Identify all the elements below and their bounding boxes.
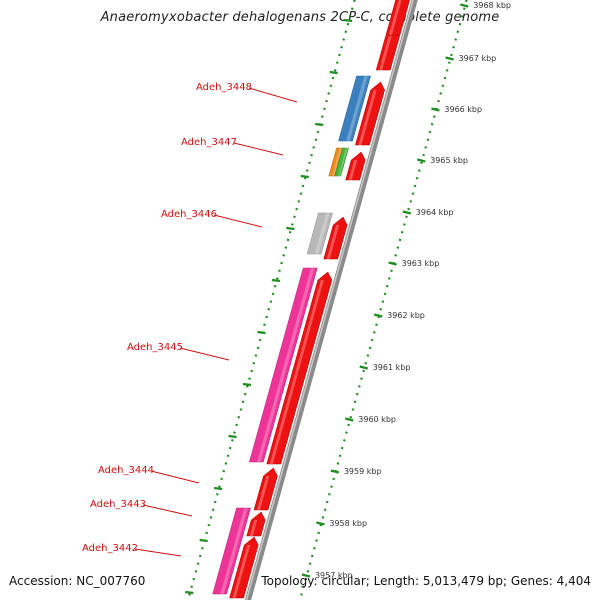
gene-label-adeh-3444[interactable]: Adeh_3444 bbox=[98, 465, 154, 476]
feature-block-shine bbox=[220, 508, 248, 594]
left-minor-tick bbox=[199, 538, 208, 543]
gene-label-adeh-3445[interactable]: Adeh_3445 bbox=[127, 342, 183, 353]
gene-leader-line bbox=[142, 504, 193, 517]
left-minor-tick bbox=[271, 278, 281, 283]
feature-block-shine bbox=[257, 268, 315, 462]
gene-leader-line bbox=[179, 347, 230, 361]
kbp-label-3963: 3963 kbp bbox=[402, 259, 440, 268]
kbp-ruler: 3957 kbp 3958 kbp 3959 kbp 3960 kbp 3961… bbox=[185, 1, 511, 595]
left-minor-tick bbox=[300, 174, 309, 179]
feature-block bbox=[249, 267, 318, 463]
feature-block-shine bbox=[338, 148, 348, 176]
kbp-label-3968: 3968 kbp bbox=[473, 1, 511, 10]
feature-block-shine bbox=[314, 213, 330, 254]
left-minor-tick bbox=[329, 70, 338, 75]
gene-leader-line bbox=[248, 87, 298, 103]
kbp-label-3965: 3965 kbp bbox=[430, 156, 468, 165]
kbp-label-3958: 3958 kbp bbox=[329, 519, 367, 528]
gene-leader-line bbox=[134, 548, 182, 557]
feature-block bbox=[334, 147, 349, 177]
ruler-tick bbox=[459, 3, 469, 8]
ruler-tick bbox=[445, 56, 454, 61]
left-minor-tick bbox=[257, 330, 266, 335]
kbp-label-3959: 3959 kbp bbox=[344, 467, 382, 476]
left-minor-tick bbox=[315, 122, 324, 127]
ruler-tick bbox=[316, 521, 325, 526]
cds-arrow-shine bbox=[257, 476, 270, 510]
gene-label-adeh-3442[interactable]: Adeh_3442 bbox=[82, 543, 138, 554]
left-minor-tick bbox=[213, 486, 223, 491]
cds-arrow-shine bbox=[358, 90, 377, 145]
ruler-tick bbox=[301, 573, 311, 578]
ruler-tick bbox=[416, 158, 426, 163]
feature-block-shine bbox=[332, 148, 342, 176]
cds-arrow-shine bbox=[379, 36, 392, 70]
ruler-tick bbox=[359, 365, 369, 370]
feature-block bbox=[306, 212, 333, 255]
kbp-label-3964: 3964 kbp bbox=[416, 208, 454, 217]
genome-backbone bbox=[244, 0, 418, 600]
ruler-tick bbox=[373, 313, 383, 318]
gene-leader-line bbox=[213, 214, 263, 228]
gene-leader-line bbox=[233, 142, 284, 156]
cds-arrow-shine bbox=[388, 0, 402, 35]
gene-label-adeh-3446[interactable]: Adeh_3446 bbox=[161, 209, 217, 220]
kbp-label-3966: 3966 kbp bbox=[444, 105, 482, 114]
kbp-label-3960: 3960 kbp bbox=[358, 415, 396, 424]
gene-labels: Adeh_3442 Adeh_3443 Adeh_3444 Adeh_3445 … bbox=[82, 82, 298, 557]
left-minor-tick bbox=[286, 226, 295, 231]
topology-text: Topology: circular; Length: 5,013,479 bp… bbox=[261, 574, 591, 588]
accession-text: Accession: NC_007760 bbox=[9, 574, 146, 588]
kbp-label-3967: 3967 kbp bbox=[459, 54, 497, 63]
cds-arrow-shine bbox=[348, 160, 358, 180]
cds-arrow-shine bbox=[232, 545, 251, 598]
cds-arrow-shine bbox=[326, 225, 340, 259]
left-minor-tick bbox=[343, 18, 353, 23]
cds-arrow-shine bbox=[249, 520, 258, 536]
gene-leader-line bbox=[150, 470, 200, 484]
cds-arrow-shine bbox=[269, 280, 324, 464]
backbone-highlight bbox=[245, 0, 414, 600]
feature-blocks bbox=[212, 0, 410, 599]
gene-label-adeh-3443[interactable]: Adeh_3443 bbox=[90, 499, 146, 510]
feature-block bbox=[212, 507, 251, 595]
kbp-label-3962: 3962 kbp bbox=[387, 311, 425, 320]
feature-block bbox=[338, 75, 371, 142]
ruler-tick bbox=[388, 261, 397, 266]
gene-label-adeh-3447[interactable]: Adeh_3447 bbox=[181, 137, 237, 148]
gene-label-adeh-3448[interactable]: Adeh_3448 bbox=[196, 82, 252, 93]
backbone-line bbox=[244, 0, 418, 600]
left-minor-tick bbox=[185, 590, 194, 595]
ruler-tick bbox=[402, 210, 412, 215]
kbp-label-3957: 3957 kbp bbox=[315, 571, 353, 580]
feature-block-shine bbox=[346, 76, 368, 141]
ruler-tick bbox=[344, 417, 354, 422]
left-minor-tick bbox=[242, 382, 252, 387]
kbp-label-3961: 3961 kbp bbox=[373, 363, 411, 372]
left-minor-tick bbox=[228, 434, 237, 439]
ruler-tick bbox=[330, 469, 340, 474]
ruler-tick bbox=[431, 107, 440, 112]
